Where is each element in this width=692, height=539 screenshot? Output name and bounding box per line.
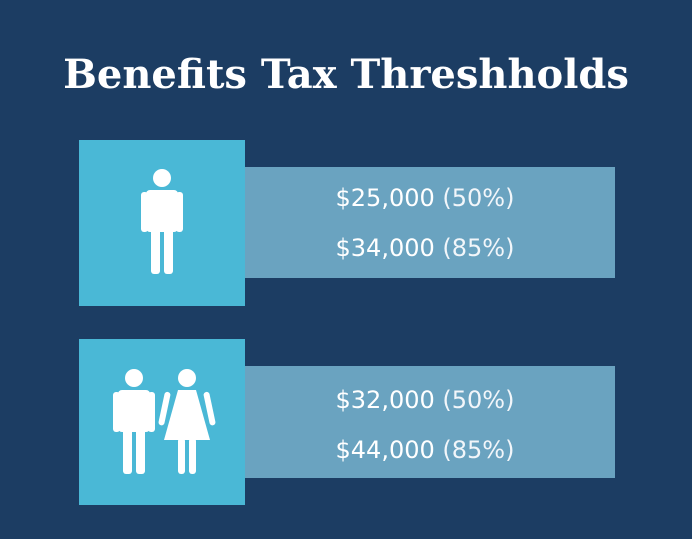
threshold-panel xyxy=(245,366,615,478)
amount: $44,000 xyxy=(336,436,435,464)
rate: (50%) xyxy=(442,184,514,212)
woman-icon xyxy=(158,369,216,474)
title: Benefits Tax Threshholds xyxy=(63,51,629,98)
threshold-line: $44,000 (85%) xyxy=(336,436,515,464)
row-single: $25,000 (50%) $34,000 (85%) xyxy=(79,140,615,306)
threshold-line: $32,000 (50%) xyxy=(336,386,515,414)
rate: (85%) xyxy=(442,234,514,262)
amount: $32,000 xyxy=(336,386,435,414)
amount: $25,000 xyxy=(336,184,435,212)
rate: (85%) xyxy=(442,436,514,464)
amount: $34,000 xyxy=(336,234,435,262)
man-icon xyxy=(113,369,155,474)
man-icon xyxy=(141,169,183,274)
rate: (50%) xyxy=(442,386,514,414)
threshold-panel xyxy=(245,167,615,278)
threshold-line: $25,000 (50%) xyxy=(336,184,515,212)
row-couple: $32,000 (50%) $44,000 (85%) xyxy=(79,339,615,505)
threshold-line: $34,000 (85%) xyxy=(336,234,515,262)
